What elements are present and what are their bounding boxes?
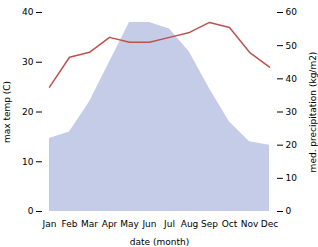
svg-text:Dec: Dec: [261, 219, 278, 229]
svg-text:20: 20: [286, 140, 298, 150]
svg-text:40: 40: [286, 74, 298, 84]
svg-text:med. precipitation (kg/m2): med. precipitation (kg/m2): [308, 52, 318, 173]
svg-text:Oct: Oct: [222, 219, 238, 229]
svg-text:30: 30: [286, 107, 298, 117]
svg-text:40: 40: [22, 7, 34, 17]
svg-text:Jun: Jun: [141, 219, 156, 229]
svg-text:May: May: [120, 219, 139, 229]
svg-text:date (month): date (month): [130, 237, 189, 247]
svg-text:Apr: Apr: [102, 219, 118, 229]
svg-text:10: 10: [22, 157, 34, 167]
svg-text:50: 50: [286, 41, 298, 51]
svg-text:30: 30: [22, 57, 34, 67]
svg-text:0: 0: [286, 206, 292, 216]
svg-text:0: 0: [28, 206, 34, 216]
svg-text:Jul: Jul: [163, 219, 175, 229]
svg-text:10: 10: [286, 173, 298, 183]
svg-text:max temp (C): max temp (C): [2, 81, 12, 143]
svg-text:Aug: Aug: [181, 219, 199, 229]
svg-text:Jan: Jan: [42, 219, 57, 229]
svg-text:60: 60: [286, 7, 298, 17]
svg-text:Nov: Nov: [241, 219, 259, 229]
svg-text:Mar: Mar: [81, 219, 98, 229]
svg-text:20: 20: [22, 107, 34, 117]
svg-text:Feb: Feb: [62, 219, 78, 229]
svg-text:Sep: Sep: [201, 219, 218, 229]
